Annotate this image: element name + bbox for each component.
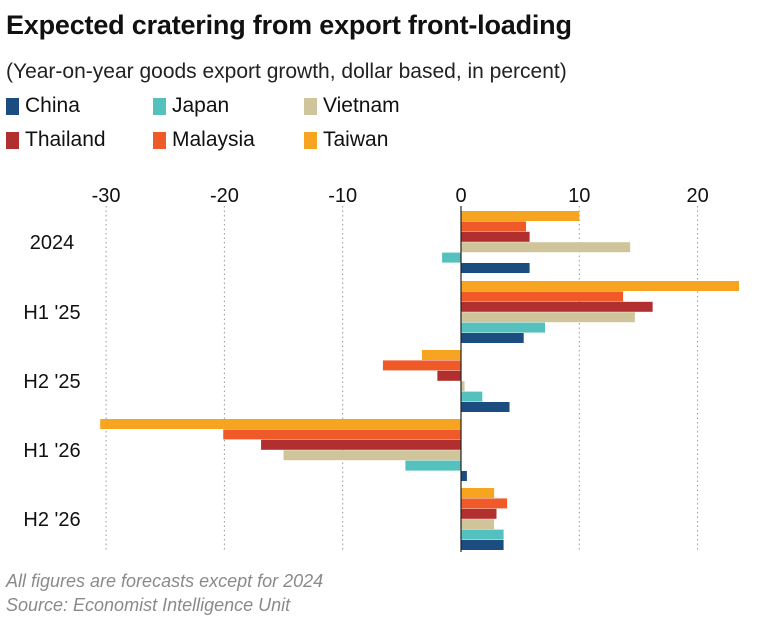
legend-label-china: China xyxy=(25,94,80,117)
legend-swatch-japan xyxy=(153,97,166,115)
legend-label-japan: Japan xyxy=(172,94,230,117)
bar-japan-h2-25 xyxy=(461,391,483,402)
chart-source: Source: Economist Intelligence Unit xyxy=(6,595,291,615)
chart-note: All figures are forecasts except for 202… xyxy=(6,571,324,591)
bar-malaysia-h2-25 xyxy=(382,360,461,371)
x-tick-label-20: 20 xyxy=(686,185,708,207)
legend-item-vietnam: Vietnam xyxy=(304,94,400,118)
bar-vietnam-h2-25 xyxy=(461,381,465,392)
legend-item-taiwan: Taiwan xyxy=(304,128,388,152)
legend-item-thailand: Thailand xyxy=(6,128,106,152)
legend-item-japan: Japan xyxy=(153,94,229,118)
legend-label-thailand: Thailand xyxy=(25,128,106,151)
bar-taiwan-h1-26 xyxy=(100,419,461,429)
bar-thailand-2024 xyxy=(461,231,530,242)
bar-japan-h1-26 xyxy=(405,460,461,471)
bar-vietnam-h1-25 xyxy=(461,312,635,323)
legend-swatch-vietnam xyxy=(304,97,317,115)
legend: China Japan Vietnam Thailand Malaysia Ta… xyxy=(6,94,606,158)
bar-malaysia-h2-26 xyxy=(461,498,508,509)
x-tick-label-10: -10 xyxy=(328,185,357,207)
bar-vietnam-h1-26 xyxy=(283,450,461,461)
legend-label-malaysia: Malaysia xyxy=(172,128,255,151)
legend-item-china: China xyxy=(6,94,80,118)
legend-label-taiwan: Taiwan xyxy=(323,128,389,151)
bar-taiwan-h2-25 xyxy=(421,350,461,360)
category-label-h1-26: H1 '26 xyxy=(23,440,80,462)
legend-swatch-taiwan xyxy=(304,131,317,149)
category-label-h1-25: H1 '25 xyxy=(23,302,80,324)
bar-china-h2-26 xyxy=(461,540,504,550)
bar-vietnam-h2-26 xyxy=(461,519,495,530)
bar-china-h1-26 xyxy=(461,471,467,481)
bar-japan-2024 xyxy=(442,252,461,263)
bar-china-h1-25 xyxy=(461,333,524,343)
bar-thailand-h2-26 xyxy=(461,508,497,519)
bar-malaysia-h1-25 xyxy=(461,291,624,302)
bar-thailand-h2-25 xyxy=(437,370,461,381)
x-tick-label-0: 0 xyxy=(455,185,466,207)
category-label-h2-26: H2 '26 xyxy=(23,509,80,531)
bar-china-2024 xyxy=(461,263,530,273)
legend-swatch-china xyxy=(6,97,19,115)
x-tick-label-10: 10 xyxy=(568,185,590,207)
legend-swatch-thailand xyxy=(6,131,19,149)
x-tick-label-20: -20 xyxy=(210,185,239,207)
bar-malaysia-2024 xyxy=(461,221,527,232)
category-label-h2-25: H2 '25 xyxy=(23,371,80,393)
legend-swatch-malaysia xyxy=(153,131,166,149)
bar-thailand-h1-25 xyxy=(461,301,653,312)
bar-taiwan-2024 xyxy=(461,211,580,221)
legend-label-vietnam: Vietnam xyxy=(323,94,400,117)
category-label-2024: 2024 xyxy=(30,232,75,254)
chart-title: Expected cratering from export front-loa… xyxy=(6,10,572,40)
x-tick-label-30: -30 xyxy=(92,185,121,207)
legend-item-malaysia: Malaysia xyxy=(153,128,255,152)
bar-taiwan-h1-25 xyxy=(461,281,740,291)
chart-subtitle: (Year-on-year goods export growth, dolla… xyxy=(6,60,567,83)
bar-japan-h2-26 xyxy=(461,529,504,540)
bar-malaysia-h1-26 xyxy=(223,429,461,440)
bar-taiwan-h2-26 xyxy=(461,488,495,498)
bar-china-h2-25 xyxy=(461,402,510,412)
bar-thailand-h1-26 xyxy=(261,439,461,450)
bar-vietnam-2024 xyxy=(461,242,631,253)
bar-japan-h1-25 xyxy=(461,322,545,333)
